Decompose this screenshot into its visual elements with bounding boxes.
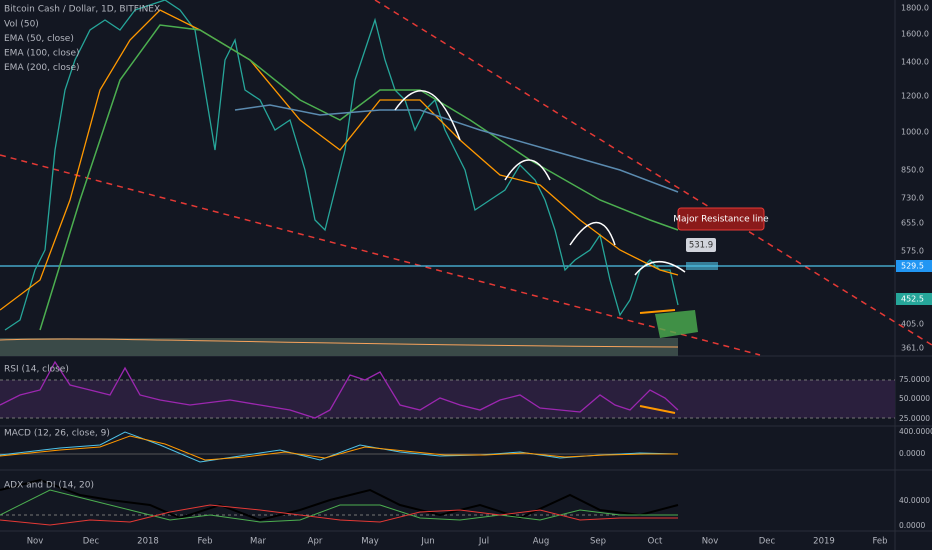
ema-50 <box>0 9 679 311</box>
price-axis-label: 529.5 <box>901 262 924 271</box>
pane-axis-label: 40.0000 <box>899 496 930 505</box>
price-label-bg <box>896 260 932 272</box>
divergence <box>639 309 676 314</box>
pane-axis-label: 75.0000 <box>899 375 930 384</box>
price-axis-label: 405.0 <box>901 320 924 329</box>
time-axis-label: Aug <box>533 537 550 547</box>
arc-drawings <box>394 90 686 276</box>
legend-line: EMA (200, close) <box>4 63 80 73</box>
time-axis-label: Mar <box>250 537 267 547</box>
pane-axis-label: 0.0000 <box>899 521 925 530</box>
legend-line: Vol (50) <box>4 20 39 30</box>
price-axis-label: 1000.0 <box>901 128 929 137</box>
rsi-divergence <box>639 405 676 414</box>
time-axis-label: Dec <box>759 537 776 547</box>
rsi-line <box>0 360 679 419</box>
volume <box>0 338 678 356</box>
time-axis-label: Nov <box>27 537 44 547</box>
time-axis-label: Feb <box>872 537 887 547</box>
pane-axis-label: 50.0000 <box>899 394 930 403</box>
macd-signal <box>0 435 678 461</box>
time-axis-label: 2019 <box>813 537 835 547</box>
price-axis-label: 1600.0 <box>901 30 929 39</box>
price-axis-label: 1400.0 <box>901 58 929 67</box>
legend-line: EMA (50, close) <box>4 34 74 44</box>
price-axis-label: 1200.0 <box>901 92 929 101</box>
ema-100 <box>39 24 679 331</box>
pane-label: RSI (14, close) <box>4 365 69 375</box>
time-axis-label: Feb <box>197 537 212 547</box>
time-axis-label: Jun <box>420 537 434 547</box>
price-axis-label: 850.0 <box>901 166 924 175</box>
legend-symbol: Bitcoin Cash / Dollar, 1D, BITFINEX <box>4 5 160 15</box>
adx-line <box>0 478 679 522</box>
time-axis-label: Jul <box>478 537 489 547</box>
range-box <box>686 262 718 270</box>
price-axis-label: 575.0 <box>901 247 924 256</box>
time-axis-label: Nov <box>702 537 719 547</box>
price-axis-label: 1800.0 <box>901 4 929 13</box>
ema-200 <box>234 104 679 193</box>
vol-ma <box>0 338 679 348</box>
macd-line <box>0 431 679 463</box>
legend-line: EMA (100, close) <box>4 49 80 59</box>
pane-label: MACD (12, 26, close, 9) <box>4 429 110 439</box>
trend-line <box>0 154 761 356</box>
rsi-band <box>0 380 895 418</box>
callout <box>677 207 765 231</box>
price-axis-label: 452.5 <box>901 295 924 304</box>
pane-axis-label: 400.0000 <box>899 427 932 436</box>
price-axis-label: 361.0 <box>901 344 924 353</box>
time-axis-label: Sep <box>590 537 606 547</box>
target-box <box>655 310 698 338</box>
price-tag-text: 531.9 <box>689 241 713 251</box>
di-plus <box>0 489 678 523</box>
pane-axis-label: 25.0000 <box>899 414 930 423</box>
price-label-bg <box>896 293 932 305</box>
time-axis-label: Dec <box>83 537 100 547</box>
time-axis-label: Apr <box>308 537 323 547</box>
callout-text: Major Resistance line <box>673 215 769 225</box>
time-axis-label: 2018 <box>137 537 159 547</box>
price-axis-label: 655.0 <box>901 219 924 228</box>
time-axis-label: Oct <box>648 537 663 547</box>
pane-axis-label: 0.0000 <box>899 449 925 458</box>
time-axis-label: May <box>361 537 379 547</box>
pane-label: ADX and DI (14, 20) <box>4 481 94 491</box>
price <box>4 0 679 331</box>
di-minus <box>0 504 678 526</box>
price-axis-label: 730.0 <box>901 194 924 203</box>
price-tag <box>686 238 716 252</box>
